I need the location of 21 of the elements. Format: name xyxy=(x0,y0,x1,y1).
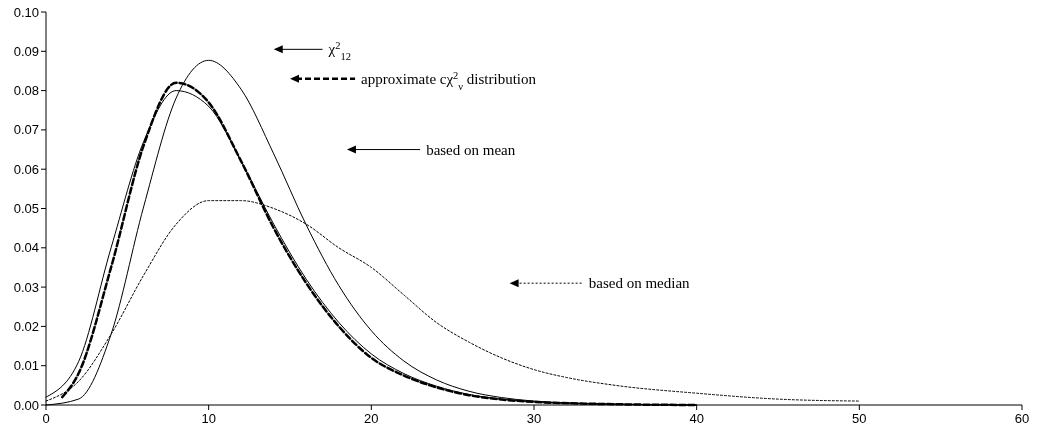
x-tick-label: 40 xyxy=(689,411,704,426)
y-tick-label: 0.07 xyxy=(13,122,39,138)
x-tick-label: 20 xyxy=(364,411,379,426)
y-tick-label: 0.04 xyxy=(13,240,39,256)
y-tick-label: 0.01 xyxy=(13,358,39,374)
y-tick-label: 0.00 xyxy=(13,397,39,413)
y-tick-label: 0.05 xyxy=(13,201,39,216)
x-tick-label: 60 xyxy=(1014,411,1030,426)
y-tick-label: 0.10 xyxy=(13,4,39,20)
y-tick-label: 0.06 xyxy=(13,161,39,177)
y-tick-label: 0.09 xyxy=(13,43,39,59)
x-tick-label: 0 xyxy=(42,411,50,426)
legend-label: based on median xyxy=(588,275,691,292)
y-tick-label: 0.02 xyxy=(13,318,39,334)
x-tick-label: 10 xyxy=(201,411,216,426)
y-tick-label: 0.03 xyxy=(13,279,39,295)
x-tick-label: 30 xyxy=(526,411,542,426)
legend-label: approximate cχ$^{2}$$_{ν}$ distribution xyxy=(361,69,537,92)
x-tick-label: 50 xyxy=(852,411,867,426)
legend-label: based on mean xyxy=(426,141,516,158)
y-tick-label: 0.08 xyxy=(13,83,39,99)
